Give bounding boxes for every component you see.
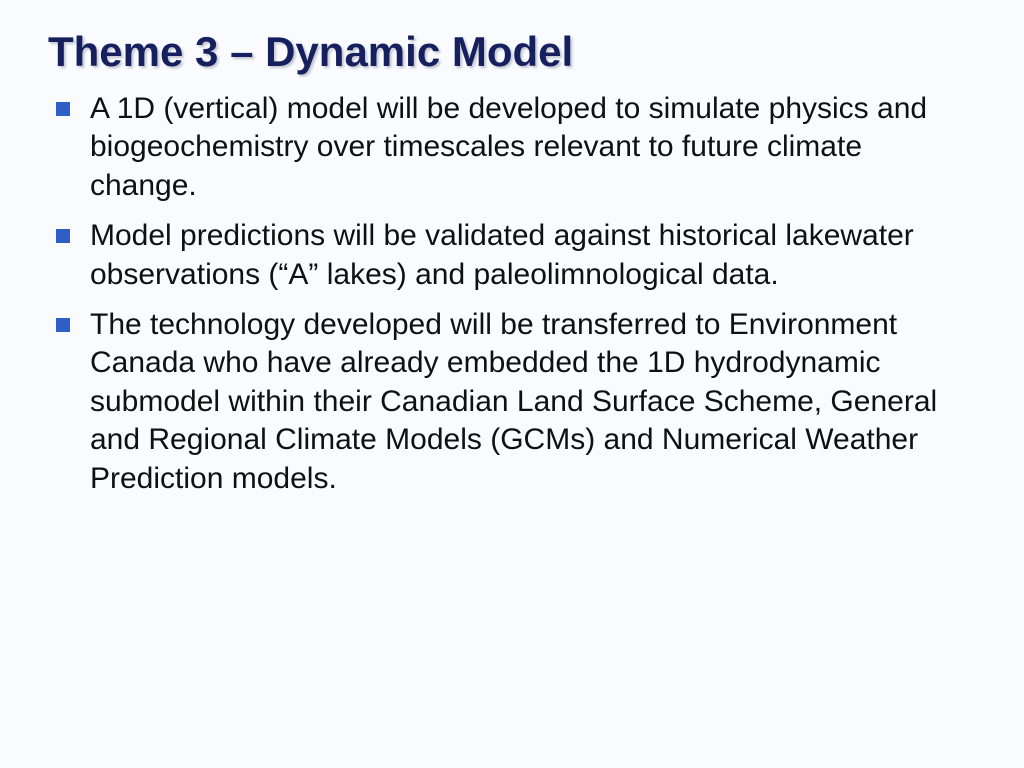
list-item: Model predictions will be validated agai… — [48, 217, 976, 294]
square-bullet-icon — [56, 318, 70, 332]
slide-title: Theme 3 – Dynamic Model — [48, 28, 976, 76]
bullet-text: The technology developed will be transfe… — [90, 308, 937, 495]
list-item: The technology developed will be transfe… — [48, 306, 976, 498]
bullet-list: A 1D (vertical) model will be developed … — [48, 90, 976, 498]
bullet-text: A 1D (vertical) model will be developed … — [90, 92, 927, 202]
bullet-text: Model predictions will be validated agai… — [90, 219, 914, 290]
square-bullet-icon — [56, 102, 70, 116]
list-item: A 1D (vertical) model will be developed … — [48, 90, 976, 205]
slide: Theme 3 – Dynamic Model A 1D (vertical) … — [0, 0, 1024, 768]
square-bullet-icon — [56, 229, 70, 243]
